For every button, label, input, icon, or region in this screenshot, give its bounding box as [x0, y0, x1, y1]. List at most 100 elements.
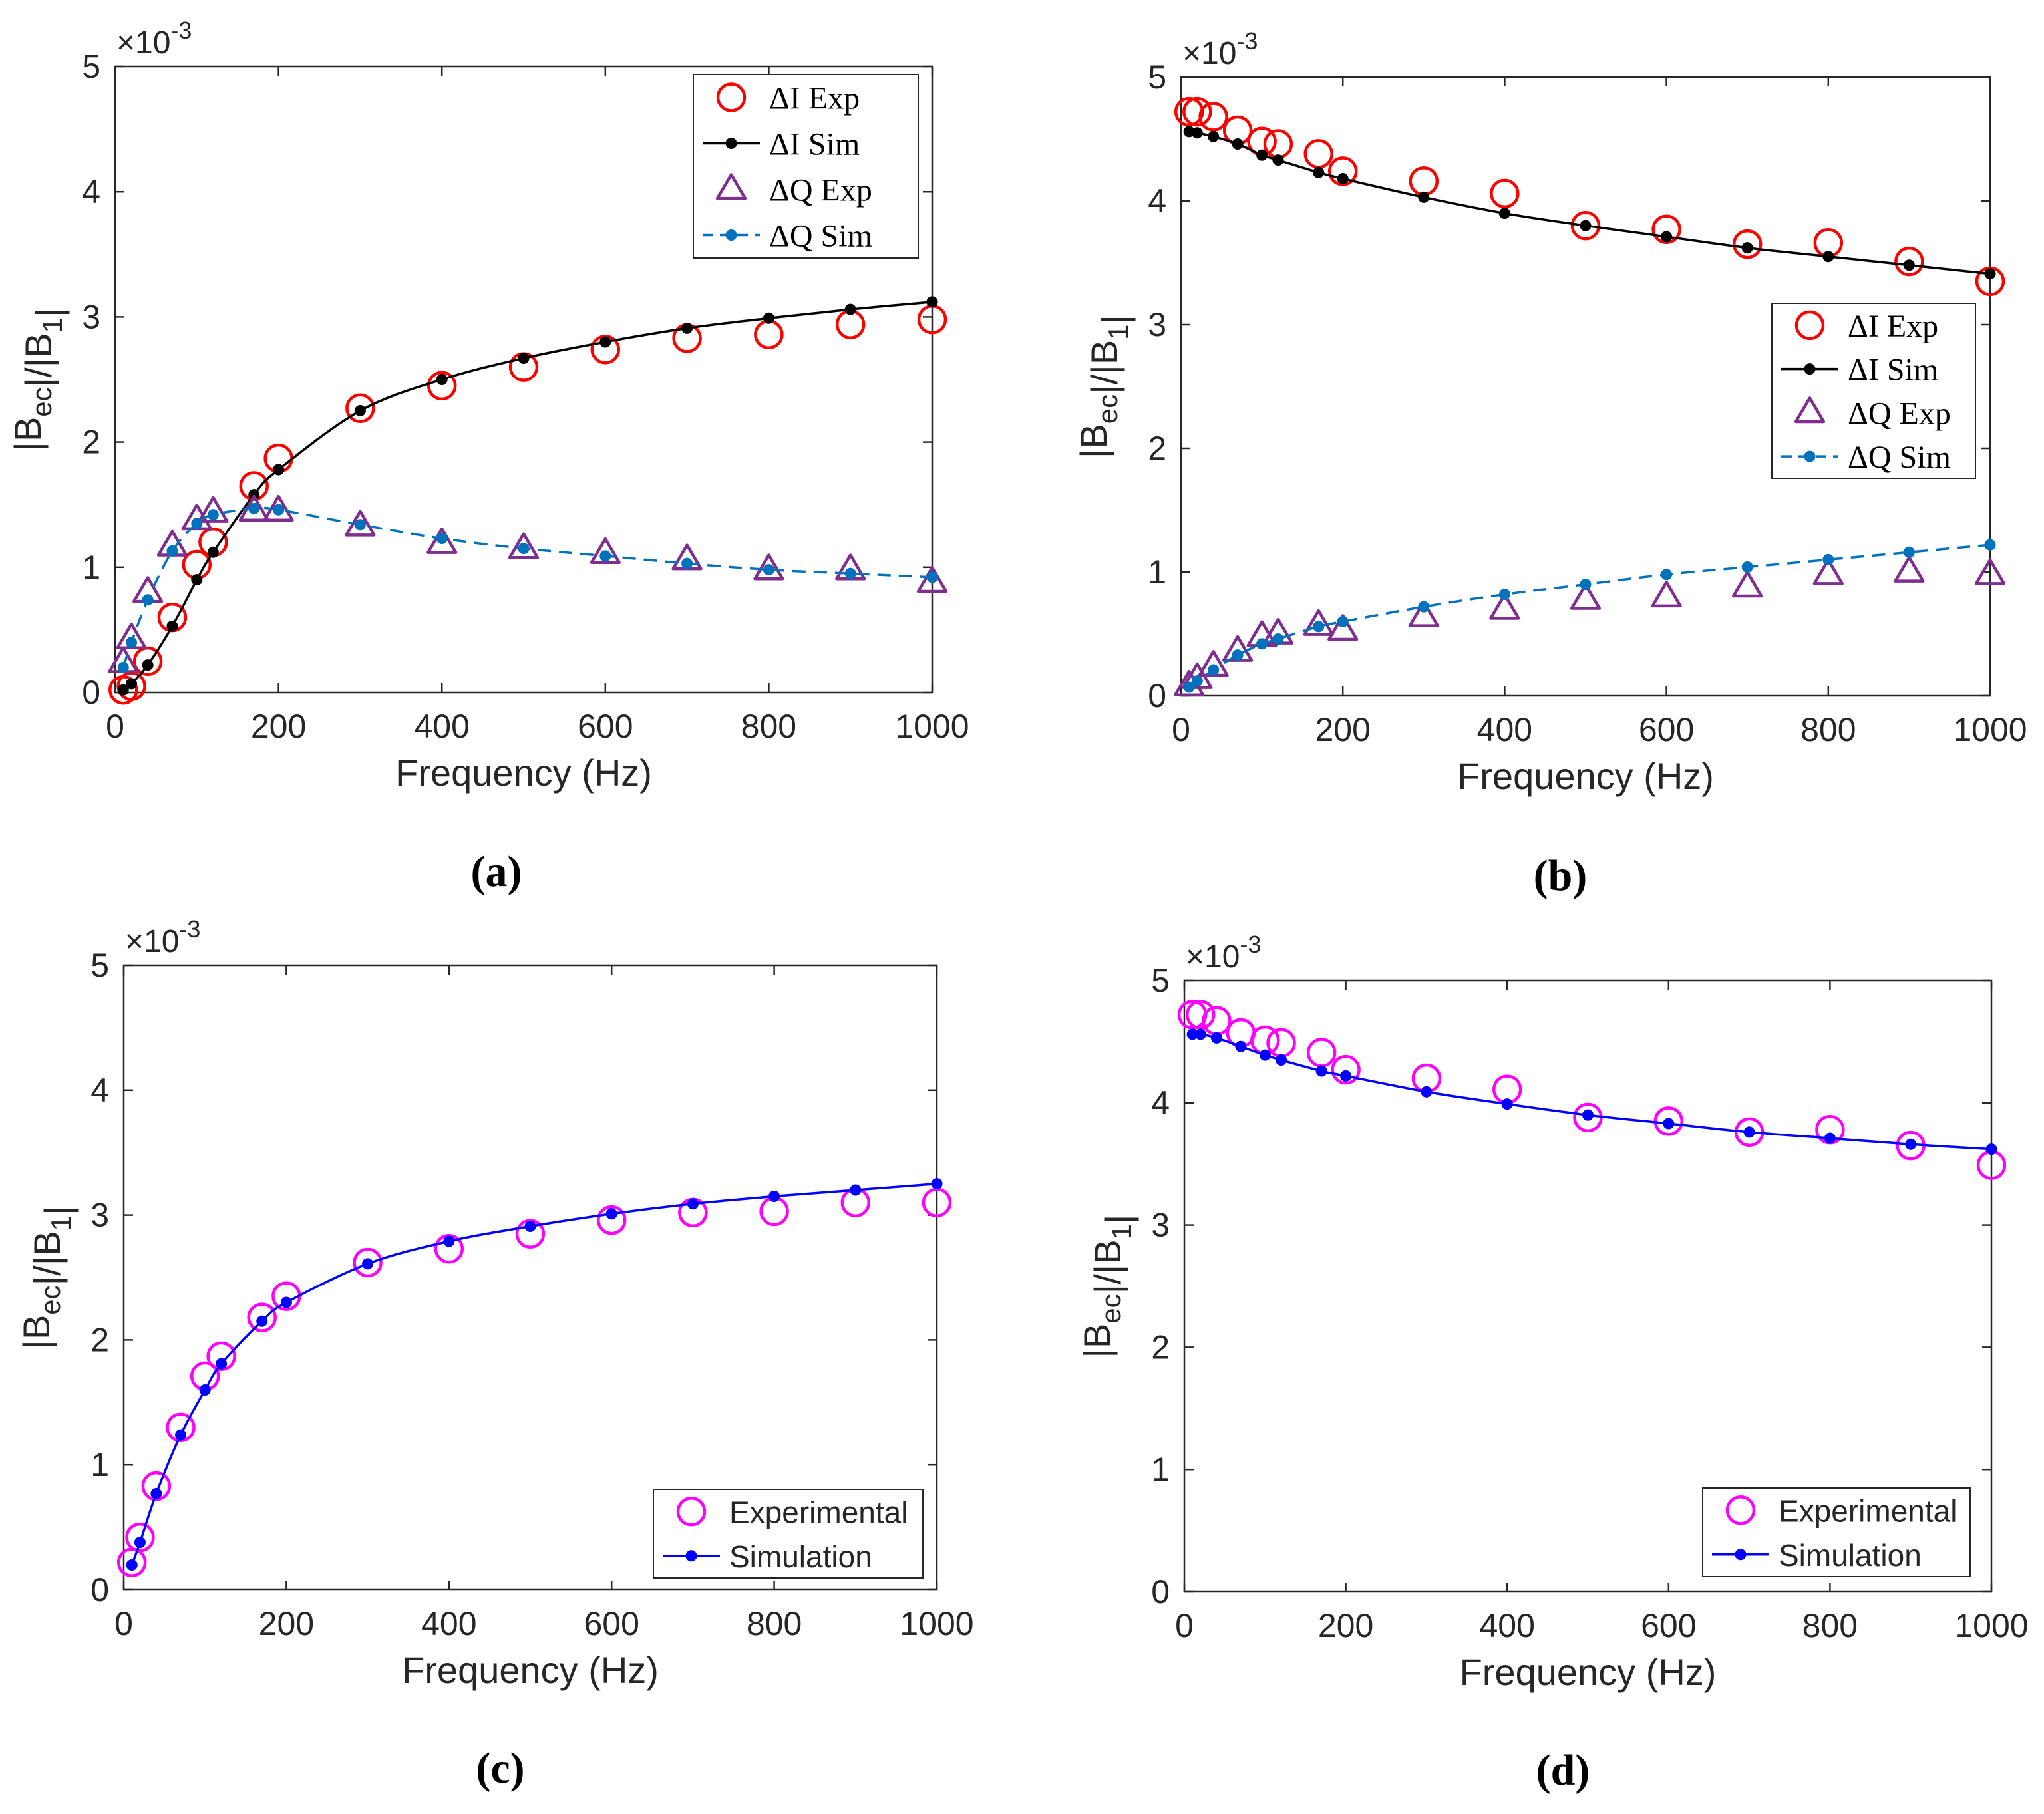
- data-point: [247, 1302, 277, 1332]
- y-tick-label: 2: [1151, 1328, 1170, 1366]
- data-point: [1580, 220, 1592, 231]
- data-point: [191, 574, 203, 586]
- data-point: [687, 1198, 699, 1210]
- x-tick-label: 600: [1639, 711, 1694, 748]
- data-point: [1272, 633, 1284, 645]
- data-point: [1985, 1143, 1997, 1155]
- data-point: [353, 1247, 383, 1278]
- data-point: [1272, 154, 1284, 166]
- legend-label: ΔQ Sim: [1848, 440, 1951, 475]
- data-point: [926, 296, 938, 308]
- legend-label: ΔI Sim: [1848, 353, 1938, 388]
- legend-marker: [1794, 396, 1826, 424]
- x-tick-label: 600: [578, 708, 633, 745]
- x-tick-label: 1000: [900, 1605, 973, 1642]
- y-exponent-label: ×10-3: [1182, 27, 1258, 71]
- legend-label: ΔQ Exp: [1848, 396, 1951, 431]
- data-point: [1418, 601, 1430, 613]
- data-point: [1489, 593, 1520, 620]
- data-point: [1315, 1065, 1327, 1077]
- data-point: [1582, 1109, 1594, 1121]
- data-point: [1198, 102, 1228, 132]
- data-point: [1741, 561, 1753, 573]
- data-point: [354, 405, 366, 417]
- data-point: [126, 1559, 138, 1571]
- data-point: [166, 1412, 196, 1443]
- y-tick-label: 5: [90, 947, 109, 984]
- data-point: [354, 519, 366, 531]
- y-tick-label: 2: [90, 1321, 109, 1358]
- data-point: [207, 546, 219, 558]
- data-point: [126, 637, 138, 649]
- data-point: [206, 1341, 236, 1372]
- data-point: [1235, 1040, 1247, 1052]
- y-tick-label: 0: [90, 1571, 109, 1608]
- data-point: [590, 335, 621, 365]
- legend-marker: [716, 82, 747, 112]
- data-point: [1276, 1054, 1287, 1066]
- data-point: [436, 374, 448, 385]
- y-tick-label: 1: [1148, 553, 1166, 591]
- legend-marker: [685, 1550, 697, 1562]
- data-point: [1732, 229, 1763, 259]
- data-point: [1732, 571, 1763, 598]
- data-point: [117, 684, 129, 696]
- series-simulation: [1186, 1028, 1997, 1155]
- data-point: [199, 1384, 211, 1396]
- data-point: [1303, 609, 1334, 636]
- data-point: [1408, 600, 1439, 627]
- data-point: [198, 496, 229, 523]
- x-tick-label: 200: [251, 708, 306, 745]
- panel-a: 0 200 400 600 800 1000 0 1 2 3 4 5 ×10-3 Frequency (H…: [7, 17, 969, 896]
- data-point: [1208, 664, 1220, 676]
- legend-label: Simulation: [1779, 1538, 1922, 1573]
- plot-area: [122, 964, 938, 1591]
- data-point: [1498, 588, 1510, 600]
- legend-marker: [1735, 1549, 1747, 1561]
- data-point: [1663, 1118, 1675, 1130]
- data-point: [1570, 210, 1601, 241]
- data-point: [1498, 208, 1510, 220]
- data-point: [1812, 558, 1844, 585]
- data-point: [443, 1235, 455, 1247]
- series-line: [1188, 543, 1991, 688]
- data-point: [1232, 649, 1244, 661]
- legend-box: [1771, 303, 1976, 479]
- x-tick-label: 800: [741, 708, 796, 745]
- legend-marker: [715, 173, 747, 200]
- data-point: [1313, 621, 1325, 633]
- y-tick-label: 3: [1151, 1207, 1170, 1244]
- data-point: [1984, 539, 1996, 551]
- x-tick-label: 800: [1800, 711, 1856, 748]
- legend-label: ΔI Exp: [769, 81, 860, 116]
- legend-label: ΔQ Exp: [769, 173, 872, 208]
- y-exponent-label: ×10-3: [125, 915, 200, 959]
- data-point: [1183, 681, 1195, 693]
- x-axis-label: Frequency (Hz): [1460, 1651, 1717, 1693]
- x-axis-label: Frequency (Hz): [402, 1649, 659, 1691]
- data-point: [175, 1429, 187, 1441]
- data-point: [518, 543, 530, 555]
- legend-box: [693, 74, 919, 259]
- data-point: [590, 537, 621, 564]
- data-point: [1822, 251, 1834, 263]
- series-line: [122, 506, 933, 668]
- data-point: [216, 1358, 228, 1370]
- y-axis-label: |Bec|/|B1|: [7, 307, 70, 451]
- y-axis-label: |Bec|/|B1|: [1073, 315, 1136, 458]
- data-point: [763, 564, 774, 576]
- data-point: [1822, 553, 1834, 565]
- y-tick-label: 4: [1151, 1084, 1170, 1122]
- data-point: [132, 646, 163, 677]
- panel-b: 0 200 400 600 800 1000 0 1 2 3 4 5 ×10-3 Frequency (H…: [1073, 27, 2027, 900]
- data-point: [844, 567, 856, 579]
- data-point: [141, 1471, 172, 1501]
- data-point: [207, 509, 219, 521]
- legend-marker: [1725, 1495, 1756, 1525]
- data-point: [1186, 1000, 1216, 1030]
- data-point: [248, 489, 260, 501]
- data-point: [1741, 242, 1753, 254]
- data-point: [1327, 156, 1358, 186]
- panel-caption: (b): [1534, 851, 1588, 900]
- data-point: [142, 594, 154, 606]
